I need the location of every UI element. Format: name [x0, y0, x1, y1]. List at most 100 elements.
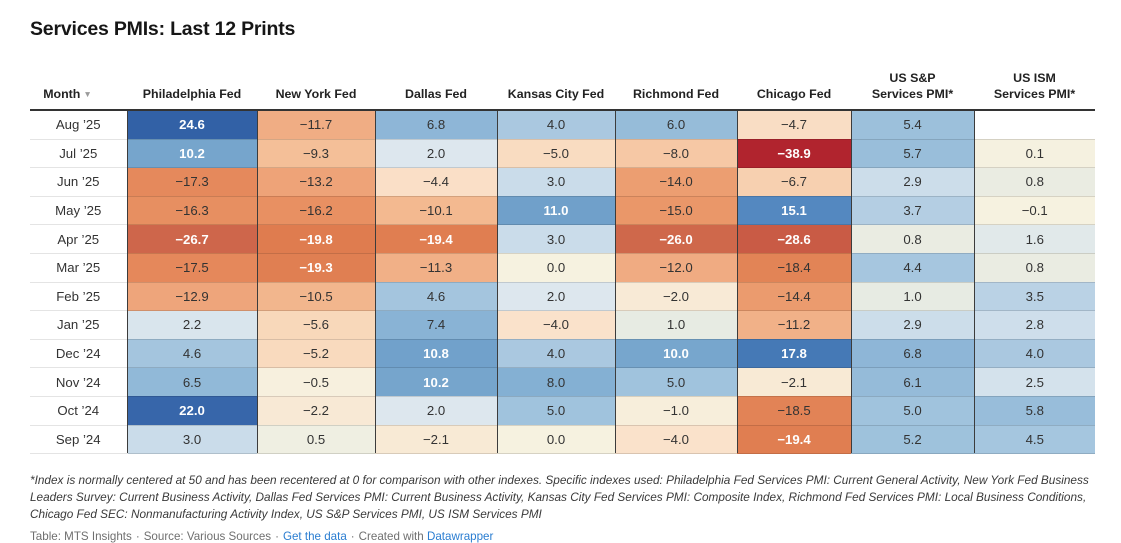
table-cell: 0.0: [496, 252, 615, 283]
table-cell: 4.0: [496, 110, 615, 140]
table-cell: 2.0: [374, 395, 497, 426]
table-cell: −5.6: [256, 310, 375, 340]
separator-dot: ·: [135, 530, 140, 543]
table-cell: −0.1: [973, 195, 1095, 225]
table-cell: 5.7: [850, 138, 974, 168]
table-cell: 0.8: [850, 224, 974, 254]
table-cell: −2.1: [736, 367, 851, 397]
table-cell: 1.0: [614, 310, 737, 340]
table-cell: −26.7: [126, 224, 257, 254]
table-row: Apr ’25 −26.7 −19.8 −19.4 3.0 −26.0 −28.6 0.8 1.…: [30, 224, 1095, 254]
table-cell: −26.0: [614, 224, 737, 254]
table-cell: 3.0: [496, 224, 615, 254]
table-row: Oct ’24 22.0 −2.2 2.0 5.0 −1.0 −18.5 5.0 5.8: [30, 395, 1095, 426]
column-header-us-ism-services-pmi[interactable]: US ISM Services PMI*: [974, 69, 1095, 111]
table-cell: −17.3: [126, 167, 257, 197]
table-cell: −12.0: [614, 252, 737, 283]
row-label: Sep ’24: [30, 424, 127, 455]
row-label: May ’25: [30, 195, 127, 225]
pmi-heatmap-table: Month ▼ Philadelphia Fed New York Fed Dallas…: [30, 69, 1095, 455]
table-cell: [973, 110, 1095, 140]
table-row: Dec ’24 4.6 −5.2 10.8 4.0 10.0 17.8 6.8 4.0: [30, 338, 1095, 368]
chart-title: Services PMIs: Last 12 Prints: [30, 18, 296, 40]
table-cell: 6.5: [126, 367, 257, 397]
column-header-kansas-city-fed[interactable]: Kansas City Fed: [497, 69, 615, 111]
table-cell: −16.2: [256, 195, 375, 225]
column-header-chicago-fed[interactable]: Chicago Fed: [737, 69, 851, 111]
table-row: Jul ’25 10.2 −9.3 2.0 −5.0 −8.0 −38.9 5.7 0.1: [30, 138, 1095, 168]
table-cell: 6.1: [850, 367, 974, 397]
column-header-dallas-fed[interactable]: Dallas Fed: [375, 69, 497, 111]
table-cell: 5.4: [850, 110, 974, 140]
row-label: Feb ’25: [30, 281, 127, 311]
table-cell: 15.1: [736, 195, 851, 225]
table-cell: 8.0: [496, 367, 615, 397]
table-cell: 24.6: [126, 110, 257, 140]
table-cell: 2.0: [496, 281, 615, 311]
table-cell: 6.8: [374, 110, 497, 140]
table-cell: 0.8: [973, 252, 1095, 283]
table-cell: 4.5: [973, 424, 1095, 455]
created-with-label: Created with: [358, 530, 424, 543]
table-cell: 17.8: [736, 338, 851, 368]
table-cell: −11.2: [736, 310, 851, 340]
table-cell: 0.5: [256, 424, 375, 455]
separator-dot: ·: [350, 530, 355, 543]
table-cell: 22.0: [126, 395, 257, 426]
table-cell: 3.7: [850, 195, 974, 225]
row-label: Jul ’25: [30, 138, 127, 168]
table-cell: 6.8: [850, 338, 974, 368]
column-header-month[interactable]: Month ▼: [30, 69, 127, 111]
header-row: Month ▼ Philadelphia Fed New York Fed Dallas…: [30, 69, 1095, 111]
table-cell: 10.2: [126, 138, 257, 168]
table-cell: −4.0: [614, 424, 737, 455]
separator-dot: ·: [275, 530, 279, 543]
column-header-new-york-fed[interactable]: New York Fed: [257, 69, 375, 111]
footnote: *Index is normally centered at 50 and ha…: [30, 473, 1089, 521]
table-cell: 0.0: [496, 424, 615, 455]
table-row: Jun ’25 −17.3 −13.2 −4.4 3.0 −14.0 −6.7 2.9 0.8: [30, 167, 1095, 197]
table-cell: −2.0: [614, 281, 737, 311]
table-cell: 0.8: [973, 167, 1095, 197]
table-cell: 5.8: [973, 395, 1095, 426]
table-cell: −11.3: [374, 252, 497, 283]
table-cell: −6.7: [736, 167, 851, 197]
table-cell: −0.5: [256, 367, 375, 397]
table-row: Feb ’25 −12.9 −10.5 4.6 2.0 −2.0 −14.4 1.0 3.5: [30, 281, 1095, 311]
get-the-data-link[interactable]: Get the data: [282, 530, 347, 543]
table-cell: 5.2: [850, 424, 974, 455]
sort-descending-icon: ▼: [83, 88, 92, 99]
table-row: Nov ’24 6.5 −0.5 10.2 8.0 5.0 −2.1 6.1 2.5: [30, 367, 1095, 397]
row-label: Dec ’24: [30, 338, 127, 368]
table-cell: 3.0: [126, 424, 257, 455]
column-header-us-s-p-services-pmi[interactable]: US S&P Services PMI*: [851, 69, 974, 111]
table-cell: −2.1: [374, 424, 497, 455]
table-cell: 5.0: [614, 367, 737, 397]
column-header-philadelphia-fed[interactable]: Philadelphia Fed: [127, 69, 257, 111]
table-cell: −19.3: [256, 252, 375, 283]
table-cell: 0.1: [973, 138, 1095, 168]
table-cell: −14.4: [736, 281, 851, 311]
table-cell: 2.9: [850, 310, 974, 340]
source-credit: Source: Various Sources: [143, 530, 272, 543]
table-cell: −4.4: [374, 167, 497, 197]
column-header-richmond-fed[interactable]: Richmond Fed: [615, 69, 737, 111]
table-cell: −19.4: [374, 224, 497, 254]
row-label: Jun ’25: [30, 167, 127, 197]
table-cell: 1.0: [850, 281, 974, 311]
table-row: Aug ’25 24.6 −11.7 6.8 4.0 6.0 −4.7 5.4: [30, 110, 1095, 140]
table-cell: 6.0: [614, 110, 737, 140]
row-label: Nov ’24: [30, 367, 127, 397]
table-cell: −28.6: [736, 224, 851, 254]
table-cell: 3.0: [496, 167, 615, 197]
table-cell: 2.9: [850, 167, 974, 197]
table-cell: 1.6: [973, 224, 1095, 254]
table-cell: 3.5: [973, 281, 1095, 311]
table-cell: 4.6: [126, 338, 257, 368]
datawrapper-link[interactable]: Datawrapper: [426, 530, 494, 543]
table-cell: −38.9: [736, 138, 851, 168]
table-cell: −10.5: [256, 281, 375, 311]
table-cell: 5.0: [850, 395, 974, 426]
table-cell: −14.0: [614, 167, 737, 197]
